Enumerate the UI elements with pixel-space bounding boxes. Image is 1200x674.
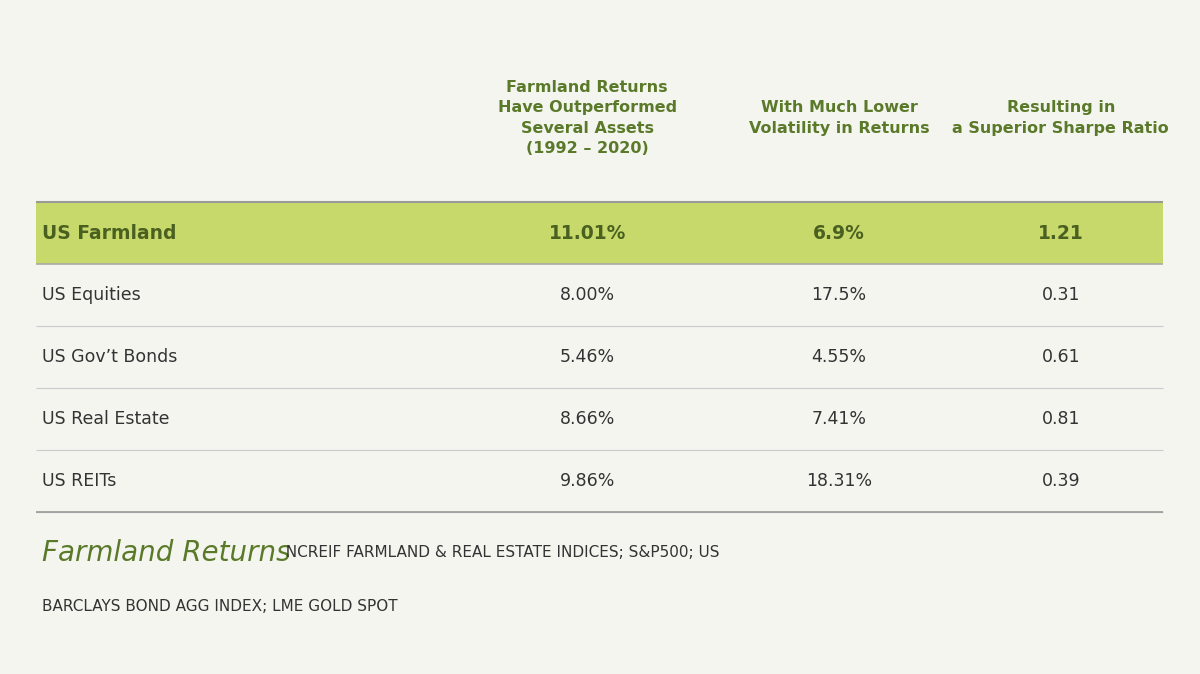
Text: 11.01%: 11.01% (548, 224, 626, 243)
Text: 9.86%: 9.86% (559, 472, 614, 490)
Text: US REITs: US REITs (42, 472, 116, 490)
Text: 0.31: 0.31 (1042, 286, 1080, 304)
Text: 1.21: 1.21 (1038, 224, 1084, 243)
Text: With Much Lower
Volatility in Returns: With Much Lower Volatility in Returns (749, 100, 929, 135)
Text: US Equities: US Equities (42, 286, 140, 304)
Text: 7.41%: 7.41% (811, 410, 866, 428)
Text: 8.66%: 8.66% (559, 410, 614, 428)
Text: 6.9%: 6.9% (814, 224, 865, 243)
Text: 0.39: 0.39 (1042, 472, 1080, 490)
Text: 0.61: 0.61 (1042, 348, 1080, 366)
Text: NCREIF FARMLAND & REAL ESTATE INDICES; S&P500; US: NCREIF FARMLAND & REAL ESTATE INDICES; S… (276, 545, 719, 560)
Text: US Gov’t Bonds: US Gov’t Bonds (42, 348, 178, 366)
Text: 17.5%: 17.5% (811, 286, 866, 304)
FancyBboxPatch shape (36, 202, 1163, 264)
Text: BARCLAYS BOND AGG INDEX; LME GOLD SPOT: BARCLAYS BOND AGG INDEX; LME GOLD SPOT (42, 599, 397, 614)
Text: Farmland Returns: Farmland Returns (42, 539, 290, 567)
Text: 18.31%: 18.31% (806, 472, 872, 490)
Text: US Farmland: US Farmland (42, 224, 176, 243)
Text: Farmland Returns
Have Outperformed
Several Assets
(1992 – 2020): Farmland Returns Have Outperformed Sever… (498, 80, 677, 156)
Text: 0.81: 0.81 (1042, 410, 1080, 428)
Text: 8.00%: 8.00% (559, 286, 614, 304)
Text: 5.46%: 5.46% (559, 348, 614, 366)
Text: Resulting in
a Superior Sharpe Ratio: Resulting in a Superior Sharpe Ratio (953, 100, 1169, 135)
Text: US Real Estate: US Real Estate (42, 410, 169, 428)
Text: 4.55%: 4.55% (811, 348, 866, 366)
